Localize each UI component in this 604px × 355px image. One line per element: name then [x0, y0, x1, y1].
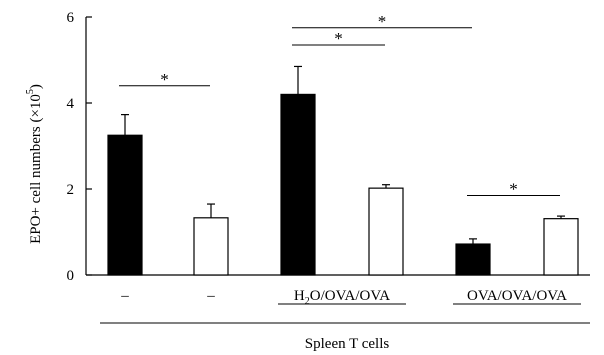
- significance-brackets: * * * *: [119, 12, 560, 198]
- significance-star: *: [160, 70, 169, 89]
- group-label: OVA/OVA/OVA: [467, 288, 567, 304]
- x-axis-label: Spleen T cells: [305, 336, 390, 352]
- bar: [455, 243, 491, 276]
- bar: [193, 217, 229, 276]
- bar: [107, 134, 143, 276]
- group-label: –: [206, 288, 215, 304]
- bars: [107, 93, 579, 276]
- y-tick-label: 4: [67, 96, 75, 112]
- significance-star: *: [378, 12, 387, 31]
- significance-star: *: [509, 179, 518, 198]
- y-axis-label: EPO+ cell numbers (×105): [25, 84, 44, 244]
- y-tick-label: 0: [67, 268, 75, 284]
- y-tick-label: 6: [67, 10, 75, 26]
- error-bars: [121, 65, 565, 245]
- group-label: H2O/OVA/OVA: [294, 288, 390, 307]
- axes: 0 2 4 6: [67, 10, 590, 284]
- y-tick-label: 2: [67, 182, 75, 198]
- significance-star: *: [334, 29, 343, 48]
- group-label: –: [120, 288, 129, 304]
- bar: [280, 93, 316, 276]
- x-category-labels: – – H2O/OVA/OVA OVA/OVA/OVA: [100, 288, 590, 324]
- bar: [368, 187, 404, 276]
- bar: [543, 218, 579, 276]
